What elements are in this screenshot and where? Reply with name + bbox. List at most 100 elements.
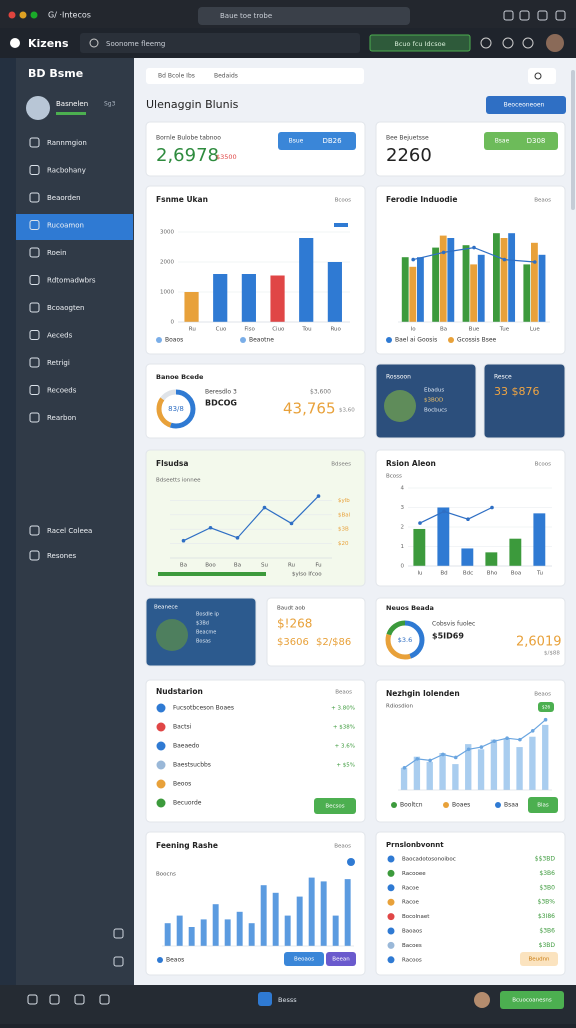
bar: [461, 548, 474, 566]
bar: [437, 507, 450, 566]
card-menu[interactable]: Beaos: [335, 690, 352, 696]
button[interactable]: [314, 798, 356, 814]
button-label[interactable]: DB26: [322, 137, 342, 145]
button-label[interactable]: Beean: [332, 957, 350, 963]
button[interactable]: [500, 991, 564, 1009]
button-label[interactable]: Bsae: [495, 138, 510, 145]
point: [466, 747, 471, 752]
donut-segment: [385, 620, 425, 660]
label: $/$88: [544, 651, 560, 657]
avatar[interactable]: [474, 992, 490, 1008]
menu-item[interactable]: Rannmgion: [47, 139, 87, 147]
button[interactable]: [486, 96, 566, 114]
menu-item[interactable]: Retrigi: [47, 359, 70, 367]
scrollbar[interactable]: [571, 70, 575, 210]
icon: [29, 330, 40, 340]
button[interactable]: [520, 952, 558, 966]
header-icon[interactable]: [522, 37, 534, 49]
y-tick-label: $3B: [338, 527, 349, 533]
bar: [485, 552, 498, 566]
menu-item[interactable]: Bcoaogten: [47, 304, 84, 312]
x-tick-label: Bue: [469, 327, 480, 333]
bar: [164, 923, 171, 946]
point: [411, 257, 416, 262]
list-value: $3B0: [539, 884, 555, 891]
header-icon[interactable]: [502, 37, 514, 49]
card-menu[interactable]: Bcoos: [335, 198, 352, 204]
menu-item[interactable]: Rearbon: [47, 414, 76, 422]
button-label[interactable]: Becsos: [325, 804, 344, 810]
menu-item[interactable]: Racel Coleea: [47, 527, 92, 535]
button[interactable]: [326, 952, 356, 966]
button-label[interactable]: Beoceoneoen: [504, 102, 545, 109]
menu-item[interactable]: Rucoamon: [47, 222, 84, 230]
y-tick-label: 1: [401, 544, 405, 550]
legend-dot: [391, 802, 397, 808]
list-value: + 3.6%: [335, 744, 355, 750]
point: [415, 757, 420, 761]
line: [183, 495, 319, 542]
point: [490, 505, 494, 510]
legend-label: Boaos: [165, 337, 183, 344]
menu-item[interactable]: Racbohany: [47, 167, 86, 175]
card-title: Resce: [494, 374, 512, 381]
card-menu[interactable]: Beaos: [534, 692, 551, 698]
list-icon: [387, 941, 395, 949]
button-label[interactable]: Beudnn: [528, 957, 550, 963]
button[interactable]: [528, 797, 558, 813]
point: [479, 745, 484, 749]
y-tick-label: 2: [401, 525, 405, 531]
bar: [241, 274, 256, 322]
card-menu[interactable]: Bdsees: [331, 462, 351, 468]
button[interactable]: [258, 992, 272, 1006]
menu-item[interactable]: Roein: [47, 249, 67, 257]
y-tick-label: 1000: [160, 290, 174, 296]
bar: [516, 747, 523, 790]
active-item[interactable]: [16, 214, 133, 240]
header-action[interactable]: [369, 34, 471, 52]
button[interactable]: [528, 68, 556, 84]
sidebar-title: BD Bsme: [28, 67, 83, 80]
badge: $26: [542, 705, 551, 711]
list-value: $3I86: [538, 913, 555, 920]
label: Beresdlo 3: [205, 389, 237, 396]
bar: [401, 257, 409, 322]
window-dot[interactable]: [19, 11, 27, 19]
window-dot[interactable]: [30, 11, 38, 19]
icon: [29, 525, 40, 536]
button-label[interactable]: Blas: [537, 803, 549, 809]
menu-item[interactable]: Aeceds: [47, 332, 73, 340]
button-label[interactable]: Bsue: [289, 138, 304, 145]
button-label[interactable]: Bcuocoanesns: [512, 998, 552, 1004]
card-menu[interactable]: Bcoos: [535, 462, 552, 468]
menu-item[interactable]: Recoeds: [47, 387, 77, 395]
menu-item[interactable]: Rdtomadwbrs: [47, 277, 96, 285]
search-box[interactable]: [80, 33, 360, 53]
button[interactable]: [284, 952, 324, 966]
button[interactable]: [278, 132, 356, 150]
icon: [29, 165, 40, 175]
card-menu[interactable]: Beaos: [534, 198, 551, 204]
icon: [29, 137, 40, 148]
menu-item[interactable]: Beaorden: [47, 194, 81, 202]
button-label[interactable]: Beoaos: [294, 957, 314, 963]
header-icon[interactable]: [480, 37, 492, 49]
window-dot[interactable]: [8, 11, 16, 19]
list-icon: [387, 956, 395, 964]
legend-label: Boaes: [452, 802, 470, 809]
bar: [176, 915, 183, 946]
bar: [447, 238, 455, 322]
list-label: Beoos: [173, 781, 191, 788]
card-subtitle: Bcoss: [386, 474, 402, 480]
button[interactable]: [484, 132, 558, 150]
menu-item[interactable]: Resones: [47, 552, 77, 560]
bar: [272, 892, 279, 946]
point: [492, 739, 497, 743]
address-bar[interactable]: [198, 7, 410, 25]
button[interactable]: [538, 702, 554, 712]
card-title: Prnslonbvonnt: [386, 841, 444, 849]
card-menu[interactable]: Beaos: [334, 844, 351, 850]
button-label[interactable]: D308: [527, 137, 546, 145]
icon: [519, 10, 530, 21]
avatar[interactable]: [546, 34, 564, 52]
